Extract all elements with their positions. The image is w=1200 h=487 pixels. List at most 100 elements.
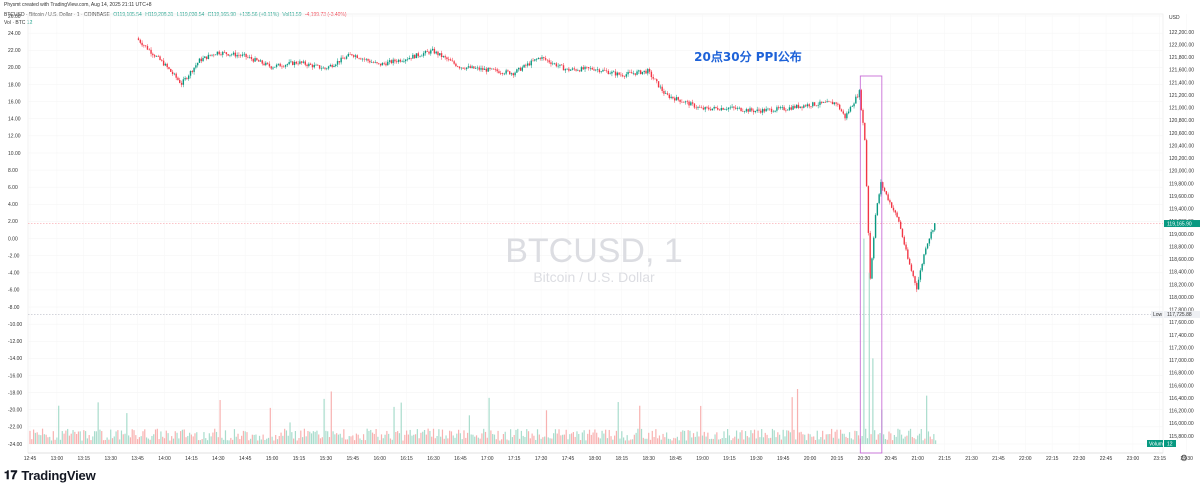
- volume-bar: [845, 436, 847, 444]
- candle-body: [799, 106, 801, 108]
- right-axis-tick: 118,600.00: [1169, 257, 1194, 263]
- volume-bar: [549, 438, 551, 444]
- volume-bar: [646, 438, 648, 444]
- volume-bar: [452, 435, 454, 444]
- candle-body: [399, 59, 402, 62]
- volume-bar: [511, 437, 514, 444]
- volume-bar: [214, 428, 216, 444]
- candle-body: [439, 53, 441, 56]
- volume-bar: [36, 432, 38, 444]
- candle-body: [401, 61, 403, 62]
- volume-bar: [838, 438, 840, 444]
- candle-body: [790, 107, 792, 110]
- volume-bar: [497, 430, 499, 444]
- candle-body: [781, 107, 784, 108]
- candle-body: [284, 65, 287, 67]
- right-axis-tick: 119,800.00: [1169, 181, 1194, 187]
- volume-bar: [513, 434, 515, 444]
- volume-bar: [558, 429, 560, 444]
- volume-bar: [592, 432, 594, 444]
- volume-bar: [698, 436, 700, 444]
- volume-bar: [291, 432, 293, 444]
- candle-body: [822, 102, 825, 103]
- gear-icon[interactable]: ⚙: [1180, 453, 1189, 463]
- x-axis-tick: 16:15: [400, 456, 413, 462]
- volume-bar: [68, 435, 71, 444]
- volume-bar: [113, 436, 115, 444]
- volume-bar: [190, 434, 192, 444]
- candle-body: [137, 38, 140, 41]
- volume-legend: Vol · BTC 12: [4, 21, 32, 26]
- volume-bar: [395, 431, 397, 444]
- volume-bar: [293, 438, 295, 444]
- candle-body: [171, 71, 174, 75]
- candle-body: [786, 109, 789, 111]
- x-axis-tick: 14:45: [239, 456, 252, 462]
- volume-legend-value: 12: [26, 20, 33, 26]
- volume-bar: [359, 438, 361, 444]
- candle-body: [297, 63, 299, 65]
- candle-body: [657, 81, 660, 88]
- candle-body: [797, 104, 800, 108]
- candle-body: [869, 232, 871, 279]
- candle-body: [234, 52, 237, 57]
- volume-badge-bg: [1164, 440, 1176, 447]
- volume-bar: [450, 431, 453, 444]
- candle-body: [232, 52, 235, 55]
- volume-bar: [192, 436, 194, 444]
- volume-bar: [438, 429, 440, 444]
- candle-body: [568, 68, 570, 71]
- volume-bar: [712, 438, 714, 444]
- volume-bar: [373, 433, 375, 444]
- volume-bar: [816, 430, 818, 444]
- candle-body: [849, 106, 852, 112]
- volume-bar: [562, 434, 564, 444]
- volume-bar: [642, 437, 644, 444]
- x-axis-tick: 20:15: [831, 456, 844, 462]
- candle-body: [765, 108, 767, 112]
- candle-body: [300, 61, 303, 63]
- candle-body: [890, 202, 893, 208]
- right-axis-tick: 117,200.00: [1169, 345, 1194, 351]
- volume-bar: [796, 389, 799, 444]
- candle-body: [803, 105, 805, 108]
- left-axis-tick: -12.00: [8, 339, 22, 345]
- volume-bar: [77, 431, 80, 444]
- volume-legend-label[interactable]: Vol · BTC: [4, 20, 26, 26]
- candle-body: [923, 254, 925, 265]
- x-axis-tick: 17:30: [535, 456, 548, 462]
- volume-bar: [449, 430, 451, 444]
- volume-bar: [560, 435, 562, 444]
- candle-body: [236, 54, 238, 57]
- volume-bar: [836, 429, 838, 444]
- candle-body: [668, 94, 671, 98]
- volume-bar: [402, 440, 404, 444]
- volume-bar: [538, 434, 540, 444]
- ohlc-open: O119,105.54: [113, 12, 142, 18]
- left-axis-tick: 20.00: [8, 65, 21, 71]
- candle-body: [290, 61, 292, 63]
- candle-body: [675, 97, 678, 101]
- left-axis-tick: 24.00: [8, 31, 21, 37]
- volume-bar: [640, 428, 643, 444]
- volume-bar: [811, 436, 813, 444]
- volume-bar: [834, 431, 836, 444]
- candle-body: [650, 71, 653, 78]
- volume-bar: [492, 434, 494, 444]
- candle-body: [584, 66, 586, 70]
- candle-body: [837, 103, 839, 105]
- candle-body: [293, 61, 296, 66]
- ohlc-close: C119,165.90: [207, 12, 236, 18]
- volume-bar: [481, 433, 483, 444]
- volume-bar: [820, 437, 822, 444]
- left-axis-tick: 6.00: [8, 185, 18, 191]
- candle-body: [431, 48, 434, 51]
- candle-body: [726, 109, 728, 110]
- volume-bar: [599, 438, 601, 444]
- volume-bar: [122, 434, 124, 444]
- volume-bar: [298, 438, 300, 444]
- footer-brand[interactable]: 𝟏𝟕 TradingView: [4, 467, 96, 483]
- volume-bar: [567, 439, 569, 444]
- volume-bar: [649, 439, 652, 444]
